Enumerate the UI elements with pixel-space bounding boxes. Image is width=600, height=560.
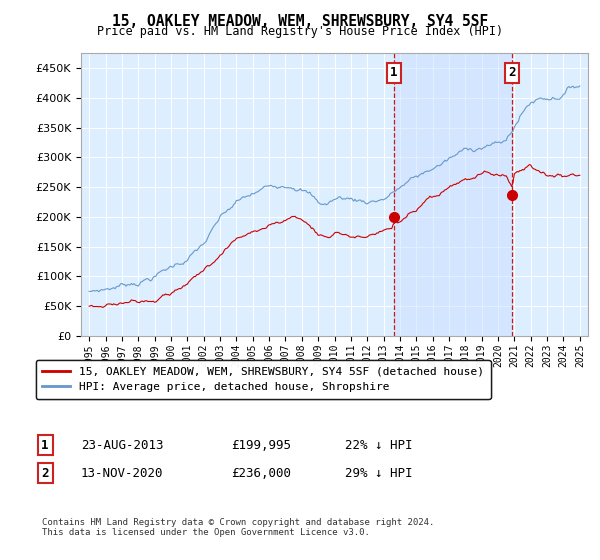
Text: 15, OAKLEY MEADOW, WEM, SHREWSBURY, SY4 5SF: 15, OAKLEY MEADOW, WEM, SHREWSBURY, SY4 … [112,14,488,29]
Text: £236,000: £236,000 [231,466,291,480]
Text: 23-AUG-2013: 23-AUG-2013 [81,438,163,452]
Text: 2: 2 [509,67,516,80]
Text: 1: 1 [41,438,49,452]
Bar [394,53,512,336]
Text: 22% ↓ HPI: 22% ↓ HPI [345,438,413,452]
Text: Price paid vs. HM Land Registry's House Price Index (HPI): Price paid vs. HM Land Registry's House … [97,25,503,38]
Text: 29% ↓ HPI: 29% ↓ HPI [345,466,413,480]
Legend: 15, OAKLEY MEADOW, WEM, SHREWSBURY, SY4 5SF (detached house), HPI: Average price: 15, OAKLEY MEADOW, WEM, SHREWSBURY, SY4 … [35,360,491,399]
Text: £199,995: £199,995 [231,438,291,452]
Text: 1: 1 [390,67,398,80]
Text: Contains HM Land Registry data © Crown copyright and database right 2024.
This d: Contains HM Land Registry data © Crown c… [42,518,434,538]
Text: 2: 2 [41,466,49,480]
Text: 13-NOV-2020: 13-NOV-2020 [81,466,163,480]
